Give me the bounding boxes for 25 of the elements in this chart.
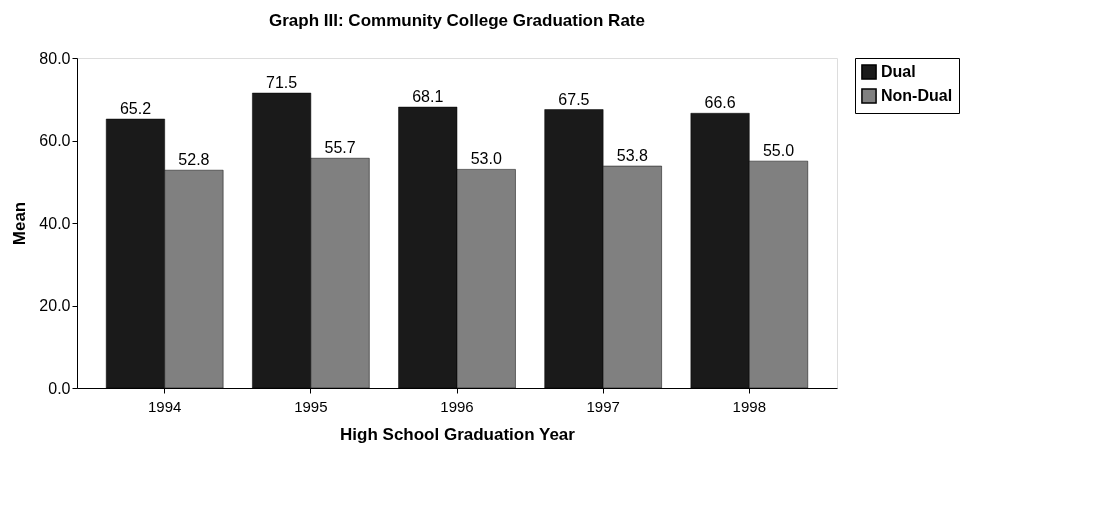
data-label: 53.8 [616,147,649,165]
chart-title: Graph III: Community College Graduation Rate [269,11,645,30]
data-label: 66.6 [704,94,736,112]
x-tick-label: 1996 [440,397,474,415]
x-tick-label: 1995 [294,397,328,415]
y-tick-label: 60.0 [39,132,71,149]
data-label: 52.8 [178,151,210,169]
y-tick-label: 40.0 [39,214,71,232]
y-axis-title: Mean [10,201,30,246]
data-label: 67.5 [558,90,590,108]
data-label: 65.2 [119,100,152,118]
y-tick-label: 20.0 [39,297,71,314]
x-axis-title: High School Graduation Year [340,424,576,444]
data-label: 68.1 [412,88,444,106]
y-tick-label: 80.0 [39,49,71,67]
legend-label: Dual [881,63,916,80]
data-label: 53.0 [470,150,502,168]
x-tick-label: 1998 [732,397,766,415]
data-label: 71.5 [266,74,298,92]
x-tick-label: 1997 [586,397,620,415]
y-tick-label: 0.0 [48,379,71,397]
legend-label: Non-Dual [881,87,953,104]
x-tick-label: 1994 [148,397,182,415]
data-label: 55.0 [762,142,795,160]
data-label: 55.7 [324,139,356,157]
